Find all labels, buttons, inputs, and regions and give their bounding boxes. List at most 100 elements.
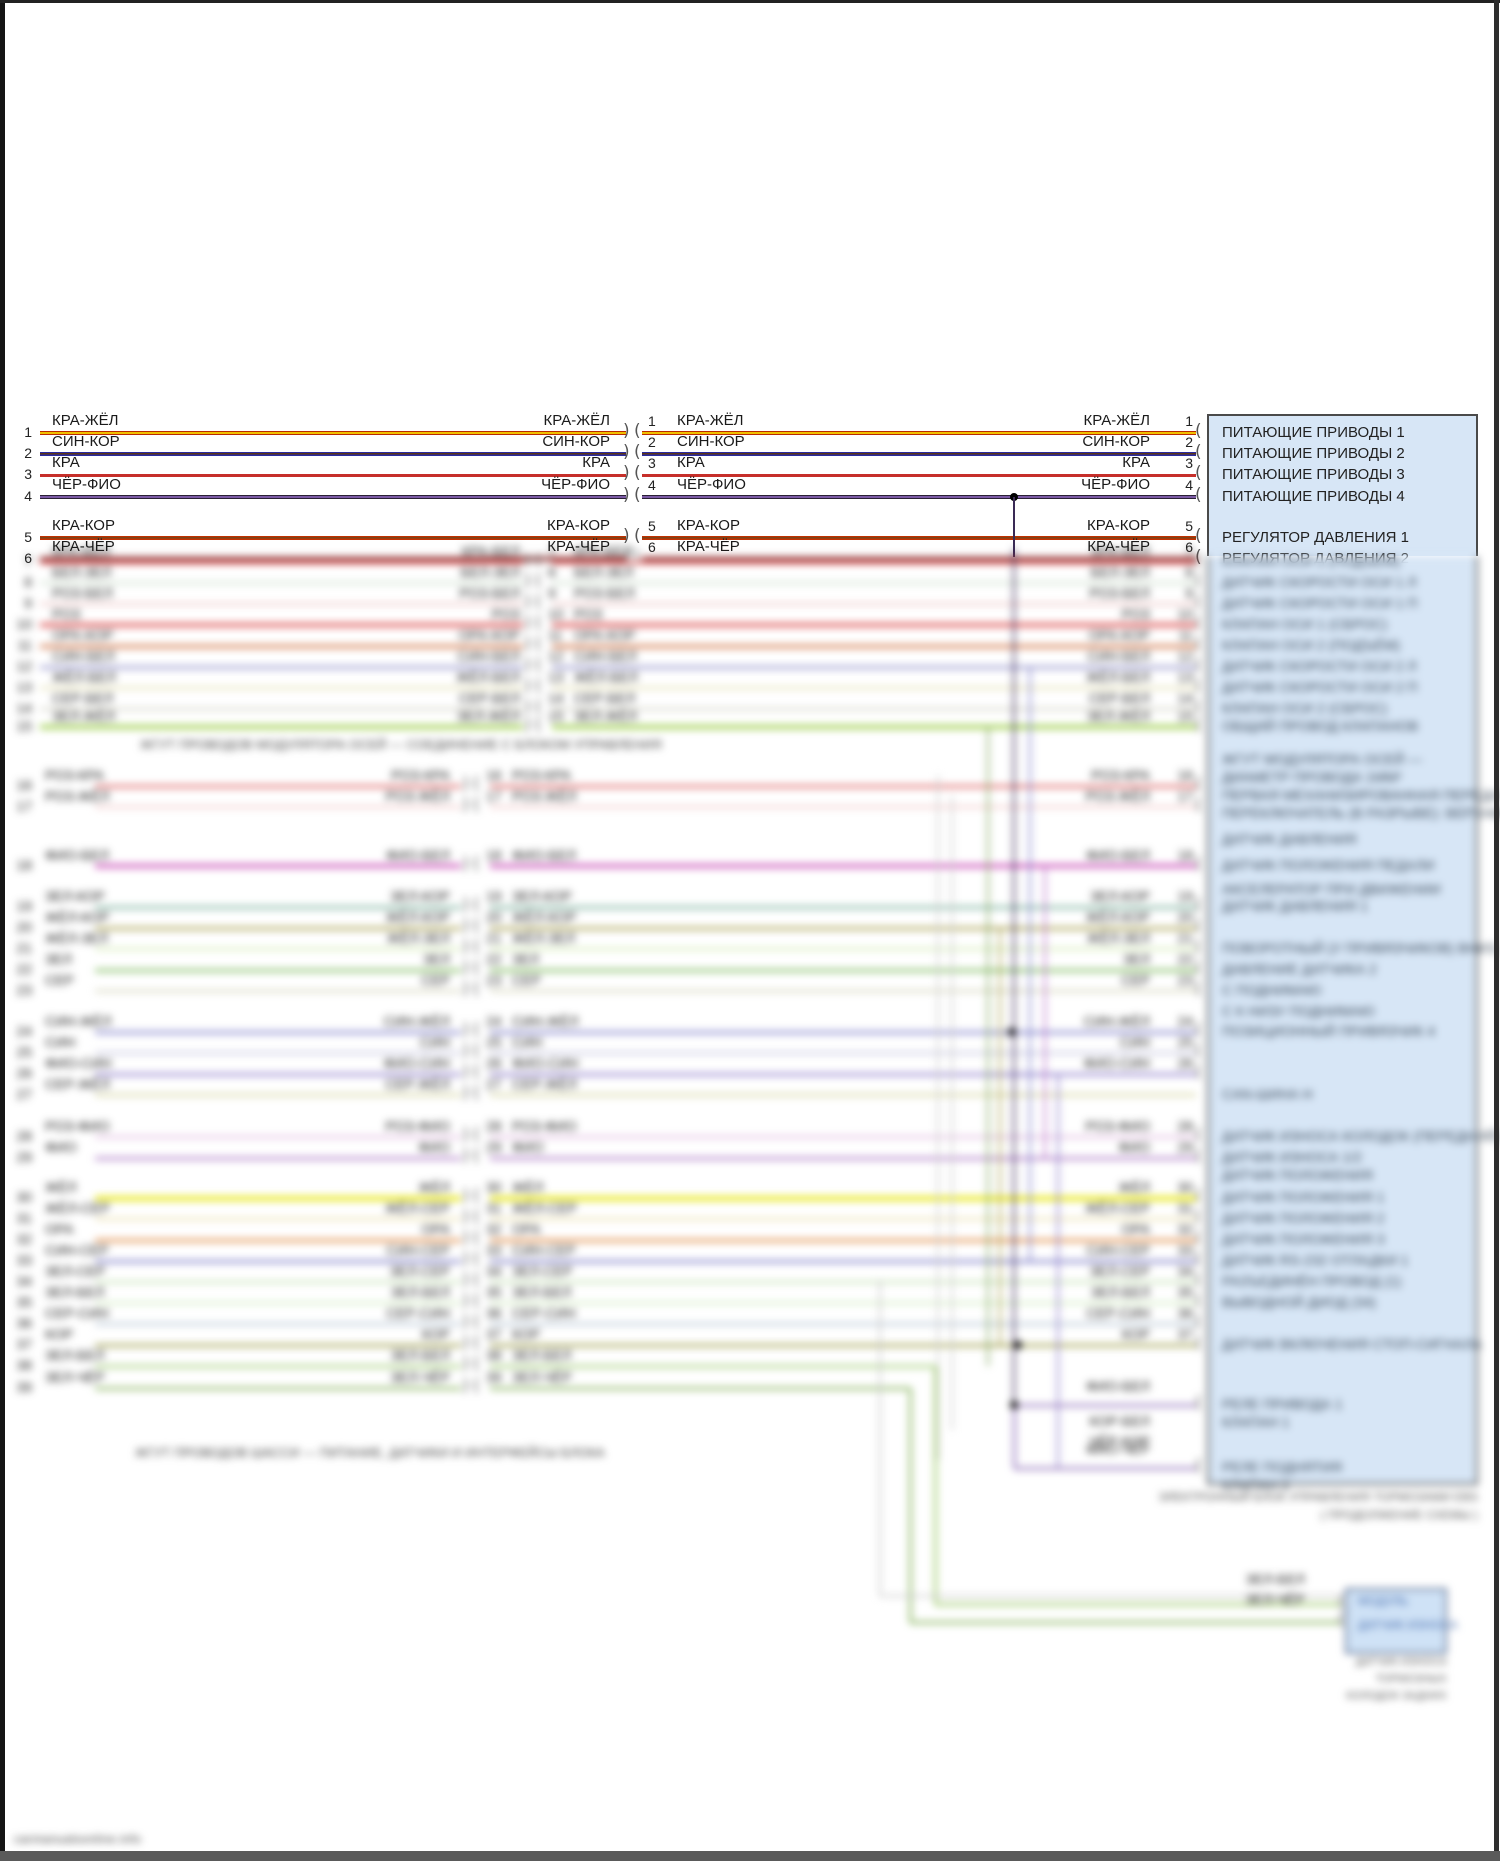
wire <box>40 474 626 477</box>
wire-label: БЕЛ-ЗЕЛ <box>460 564 520 580</box>
pin-number-mid: 21 <box>486 930 502 946</box>
wire-label: ЧЁР-КОР <box>1089 1433 1150 1449</box>
connector-arc-icon: ( <box>535 613 542 633</box>
wire-label: СИН-БЕЛ <box>1087 648 1150 664</box>
ecu-pin-label: АКСЕЛЕРАТОР ПРИ ДВИЖЕНИИ <box>1222 881 1441 897</box>
wire-label: СЕР-ЖЁЛ <box>512 1076 577 1092</box>
wire-vertical <box>1013 548 1015 1405</box>
pin-number-right: 13 <box>1177 669 1193 685</box>
wire <box>95 1323 461 1325</box>
connector-arc-icon: ( <box>1195 1393 1202 1413</box>
pin-number-left: 8 <box>24 574 32 590</box>
connector-arc-icon: ) <box>524 697 531 717</box>
wire <box>95 969 461 972</box>
wire-label: ЧЁР-ФИО <box>1081 476 1150 493</box>
wire-vertical <box>987 727 989 1366</box>
pin-number-left: 20 <box>16 919 32 935</box>
wire-label: СИН-СЕР <box>512 1242 576 1258</box>
wire-label: СИН <box>45 1034 76 1050</box>
wire <box>95 1052 461 1054</box>
pin-number-mid: 14 <box>548 690 564 706</box>
wire-label: СИН-КОР <box>542 433 610 450</box>
connector-arc-icon: ) <box>623 526 630 546</box>
connector-arc-icon: ( <box>1195 613 1202 633</box>
connector-arc-icon: ( <box>1338 1592 1345 1612</box>
connector-arc-icon: ) <box>462 1186 469 1206</box>
pin-number-left: 29 <box>16 1149 32 1165</box>
wire-label: ЗЕЛ <box>1123 951 1150 967</box>
wire <box>95 1365 461 1368</box>
wire-label: ЗЕЛ-БЕЛ <box>45 1347 105 1363</box>
wire-label: ЗЕЛ <box>45 951 72 967</box>
connector-arc-icon: ) <box>524 550 531 570</box>
wire-label: РОЗ-ФИО <box>385 1118 450 1134</box>
pin-number-mid: 25 <box>486 1034 502 1050</box>
pin-number-right: 3 <box>1185 455 1193 471</box>
pin-number-right: 17 <box>1177 788 1193 804</box>
wire-label: ЧЁР-ФИО <box>52 476 121 493</box>
wire-label: РОЗ-ФИО <box>1085 1118 1150 1134</box>
connector-arc-icon: ) <box>524 571 531 591</box>
ecu-pin-label: ДИАМЕТР ПРОВОДА 1ММ² <box>1222 769 1402 785</box>
pin-number-mid: 37 <box>486 1326 502 1342</box>
ecu-pin-label: КЛАПАН ОСИ 1 (ПОДЪЁМ) <box>1222 553 1401 569</box>
wire-label: БЕЛ-ЗЕЛ <box>52 564 112 580</box>
ecu-pin-label: ПОЗИЦИОННЫЙ ПРИВЯЗЧИК 4 <box>1222 1023 1436 1039</box>
wire-vertical <box>1013 1405 1016 1468</box>
wire-label: КОР <box>512 1326 541 1342</box>
wire-label: КРА-БЕЛ <box>461 543 520 559</box>
pin-number-right: 26 <box>1177 1055 1193 1071</box>
wire <box>490 1344 1196 1347</box>
wire <box>490 1260 1196 1263</box>
connector-arc-icon: ( <box>1195 571 1202 591</box>
wire-label: РОЗ <box>574 606 603 622</box>
wire <box>490 1136 1196 1138</box>
connector-arc-icon: ( <box>1195 485 1202 505</box>
wire <box>490 1218 1196 1220</box>
wire <box>40 431 626 435</box>
connector-arc-icon: ( <box>1195 715 1202 735</box>
wire-label: СЕР-СИН <box>512 1305 576 1321</box>
sensor-box-label-1: МОДУЛЬ <box>1358 1594 1409 1608</box>
wire <box>95 1260 461 1263</box>
wire-label: СЕР <box>45 972 74 988</box>
wire-label: ЖЁЛ-КОР <box>1085 909 1150 925</box>
pin-number-right: 23 <box>1177 972 1193 988</box>
connector-arc-icon: ( <box>473 1207 480 1227</box>
wire-label: ЗЕЛ-БЕЛ <box>512 1347 572 1363</box>
wire <box>490 864 1196 868</box>
ecu-pin-label: ДАТЧИК ИЗНОСА 1/2 <box>1222 1149 1362 1165</box>
wire-label: ФИО <box>1118 1139 1150 1155</box>
wire <box>642 495 1196 499</box>
connector-arc-icon: ( <box>1195 1041 1202 1061</box>
pin-number-right: 4 <box>1185 477 1193 493</box>
wire <box>490 906 1196 909</box>
pin-number-right: 15 <box>1177 708 1193 724</box>
pin-number-right: 18 <box>1177 847 1193 863</box>
ecu-pin-label: РЕЛЕ ПОДНЯТИЯ <box>1222 1459 1343 1475</box>
wire-label: СИН-БЕЛ <box>574 648 637 664</box>
pin-number-mid: 11 <box>548 627 563 643</box>
wire-vertical <box>1029 667 1031 1261</box>
pin-number-mid: 9 <box>548 585 556 601</box>
wire-label: ЗЕЛ-СЕР <box>389 1263 450 1279</box>
connector-arc-icon: ) <box>623 547 630 567</box>
harness-caption-1: ЖГУТ ПРОВОДОВ МОДУЛЯТОРА ОСЕЙ — СОЕДИНЕН… <box>140 737 662 752</box>
connector-arc-icon: ( <box>473 1270 480 1290</box>
wire <box>642 536 1196 540</box>
wire-label: ФИО-СИН <box>512 1055 579 1071</box>
pin-number-left: 37 <box>16 1336 32 1352</box>
wire-label: СИН-КОР <box>1082 433 1150 450</box>
wire-label: СЕР-БЕЛ <box>1088 690 1150 706</box>
pin-number-mid: 1 <box>648 413 656 429</box>
wire-label: КРА <box>582 454 610 471</box>
wire-label: ЗЕЛ-БЕЛ <box>390 1347 450 1363</box>
ecu-pin-label: ДАТЧИК ПОЛОЖЕНИЯ 2 <box>1222 1210 1385 1226</box>
wire-label: ФИО-СИН <box>383 1055 450 1071</box>
pin-number-right: 31 <box>1177 1200 1193 1216</box>
wire-vertical <box>1044 866 1046 1158</box>
ecu-pin-label: КЛАПАН ОСИ 2 (ПОДЪЁМ) <box>1222 637 1401 653</box>
wire-label: КОР-БЕЛ <box>1089 1413 1150 1429</box>
pin-number-left: 4 <box>24 488 32 504</box>
